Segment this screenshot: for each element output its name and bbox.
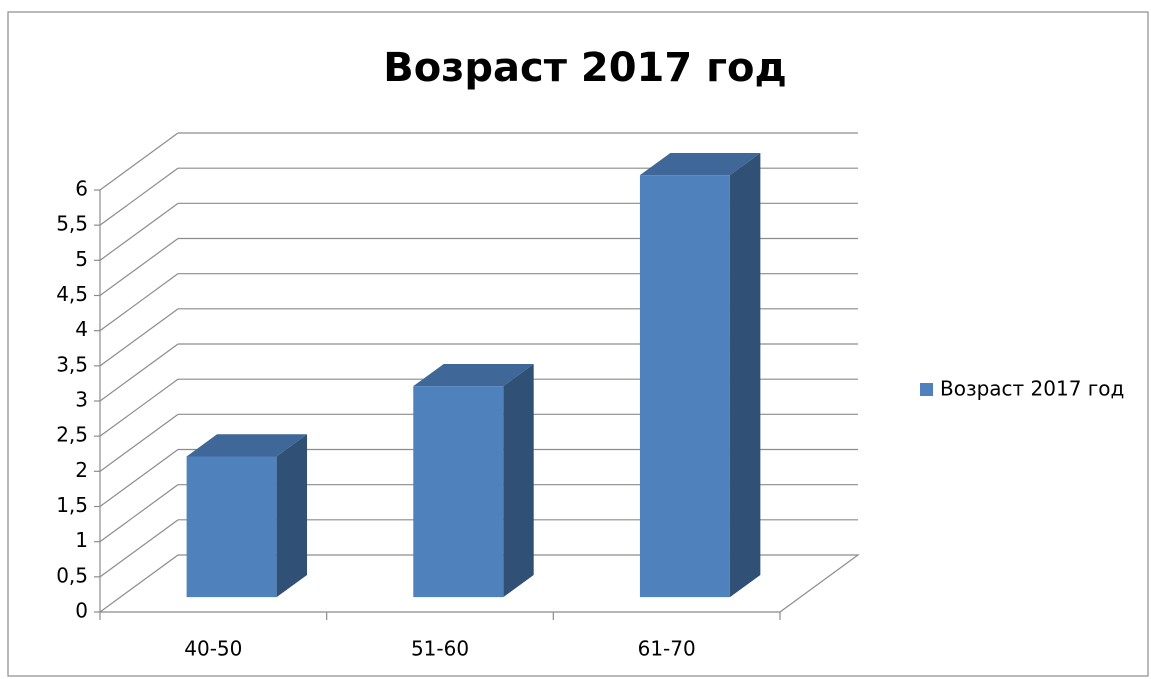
y-tick-label: 1	[75, 528, 88, 552]
grid-line	[99, 413, 179, 472]
x-tick-label: 61-70	[638, 637, 696, 661]
grid-line	[99, 519, 179, 578]
bar-side	[503, 363, 534, 598]
y-tick-label: 5	[75, 247, 88, 271]
bar	[413, 363, 534, 598]
bar-front	[413, 386, 504, 598]
grid-line	[99, 449, 179, 507]
grid-line	[99, 484, 179, 543]
legend-swatch	[920, 383, 933, 396]
bar-top	[413, 363, 534, 387]
grid-line	[99, 202, 179, 261]
bar-front	[639, 175, 730, 598]
bar-top	[186, 434, 308, 457]
y-tick-label: 0,5	[56, 563, 88, 587]
grid-line	[99, 343, 179, 402]
y-tick-label: 0	[75, 599, 88, 623]
bar	[186, 434, 308, 598]
y-tick-label: 4,5	[56, 282, 88, 306]
y-tick-label: 2	[75, 458, 88, 482]
grid-line	[99, 308, 179, 367]
bar	[639, 152, 761, 598]
y-tick-label: 6	[75, 177, 88, 201]
grid-line	[99, 238, 179, 296]
grid-line	[99, 132, 179, 191]
y-tick-label: 3,5	[56, 352, 88, 376]
y-tick-label: 4	[75, 317, 88, 341]
bar-front	[186, 456, 277, 598]
y-tick-label: 2,5	[56, 423, 88, 447]
y-tick-label: 3	[75, 388, 88, 412]
y-tick-label: 1,5	[56, 493, 88, 517]
x-tick-label: 40-50	[184, 637, 242, 661]
bar-side	[276, 434, 308, 598]
grid-line	[99, 378, 179, 437]
legend-label: Возраст 2017 год	[940, 377, 1124, 401]
bar-top	[639, 152, 761, 176]
grid-line	[99, 273, 179, 332]
bar-side	[729, 152, 761, 598]
chart-title: Возраст 2017 год	[383, 45, 787, 91]
grid-line	[99, 167, 179, 226]
x-tick-label: 51-60	[411, 637, 469, 661]
y-tick-label: 5,5	[56, 212, 88, 236]
